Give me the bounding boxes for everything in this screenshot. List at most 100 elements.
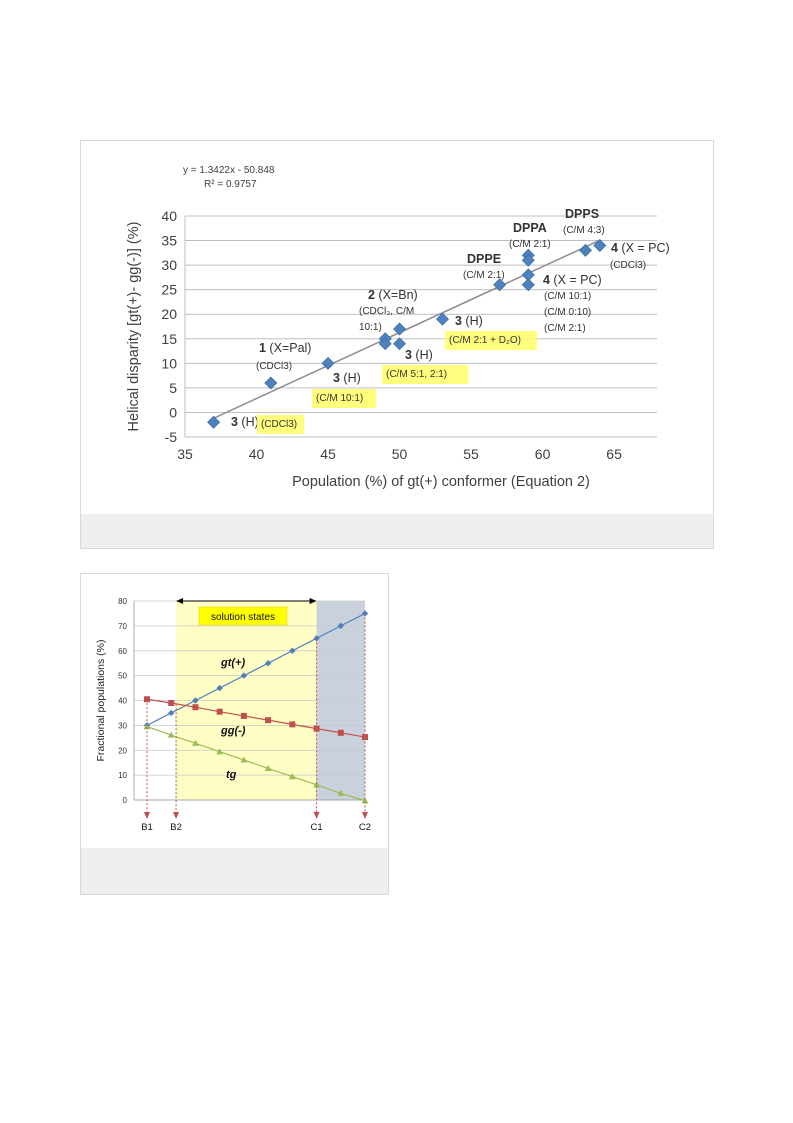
- y-tick-label: 30: [118, 721, 127, 730]
- y-tick-label: 25: [161, 282, 177, 298]
- annotation-text: (C/M 2:1): [509, 239, 551, 250]
- x-tick-label: 40: [249, 446, 265, 462]
- drop-arrow: [313, 812, 320, 819]
- marker-label: B2: [170, 822, 182, 833]
- point-annotation: 10:1): [359, 322, 382, 333]
- data-point: [240, 712, 247, 719]
- annotation-bold: DPPE: [467, 252, 501, 266]
- r-squared-label: R² = 0.9757: [204, 179, 257, 190]
- trendline: [213, 239, 601, 419]
- annotation-text: (CDCl3): [256, 361, 292, 372]
- marker-label: C1: [310, 822, 322, 833]
- x-tick-label: 65: [606, 446, 622, 462]
- data-point: [393, 322, 407, 336]
- data-point: [216, 684, 223, 692]
- point-annotation: 4 (X = PC): [611, 241, 670, 255]
- data-point: [435, 312, 449, 326]
- caption-area: [81, 848, 388, 894]
- annotation-text: (X = PC): [550, 273, 602, 287]
- data-point: [289, 647, 296, 654]
- series-label: tg: [226, 769, 237, 781]
- annotation-text: 10:1): [359, 322, 382, 333]
- point-annotation: (C/M 2:1 + D₂O): [449, 335, 521, 346]
- annotation-text: (C/M 4:3): [563, 225, 605, 236]
- equation-label: y = 1.3422x - 50.848: [183, 165, 275, 176]
- point-annotation: (C/M 0:10): [544, 307, 591, 318]
- data-point: [337, 729, 344, 736]
- point-annotation: (C/M 4:3): [563, 225, 605, 236]
- annotation-text: (C/M 2:1 + D₂O): [449, 335, 521, 346]
- data-point: [378, 337, 392, 351]
- drop-arrow: [362, 812, 368, 819]
- y-tick-label: 20: [118, 746, 127, 755]
- annotation-highlight: [445, 331, 537, 350]
- y-tick-label: 10: [161, 355, 177, 371]
- y-tick-label: 40: [161, 208, 177, 224]
- y-tick-label: 50: [118, 672, 127, 681]
- point-annotation: (C/M 2:1): [509, 239, 551, 250]
- drop-arrow: [144, 812, 150, 819]
- annotation-text: (C/M 2:1): [544, 323, 586, 334]
- point-annotation: DPPA: [513, 221, 547, 235]
- data-point: [192, 704, 199, 711]
- point-annotation: (C/M 2:1): [544, 323, 586, 334]
- point-annotation: 3 (H): [405, 348, 433, 362]
- y-tick-label: 30: [161, 257, 177, 273]
- annotation-text: (C/M 0:10): [544, 307, 591, 318]
- y-tick-label: -5: [165, 429, 178, 445]
- data-point: [216, 708, 223, 715]
- data-point: [521, 253, 535, 267]
- point-annotation: 3 (H): [231, 415, 259, 429]
- annotation-bold: DPPS: [565, 207, 599, 221]
- solution-states-label: solution states: [211, 612, 275, 623]
- y-tick-label: 35: [161, 233, 177, 249]
- data-point: [240, 756, 248, 763]
- point-annotation: (C/M 5:1, 2:1): [386, 369, 447, 380]
- annotation-bold: 2: [368, 288, 375, 302]
- annotation-text: (C/M 10:1): [316, 393, 363, 404]
- data-point: [361, 797, 369, 804]
- data-point: [265, 717, 272, 724]
- data-point: [264, 765, 272, 772]
- series-line: [146, 612, 366, 726]
- point-annotation: (C/M 2:1): [463, 270, 505, 281]
- data-point: [168, 709, 175, 717]
- annotation-text: (C/M 5:1, 2:1): [386, 369, 447, 380]
- y-tick-label: 60: [118, 647, 127, 656]
- data-point: [192, 739, 199, 746]
- point-annotation: DPPS: [565, 207, 599, 221]
- data-point: [144, 696, 150, 703]
- annotation-text: (CDCl3): [610, 260, 646, 271]
- annotation-text: (H): [462, 314, 483, 328]
- data-point: [321, 356, 335, 370]
- x-tick-label: 45: [320, 446, 336, 462]
- point-annotation: (C/M 10:1): [316, 393, 363, 404]
- series-label: gt(+): [220, 657, 245, 669]
- data-point: [393, 337, 407, 351]
- y-tick-label: 0: [169, 404, 177, 420]
- arrowhead-left: [176, 598, 184, 604]
- data-point: [313, 725, 320, 732]
- annotation-bold: 3: [231, 415, 238, 429]
- y-tick-label: 80: [118, 597, 127, 606]
- y-axis-title: Fractional populations (%): [95, 640, 107, 762]
- data-point: [168, 699, 175, 706]
- arrowhead-right: [309, 598, 317, 604]
- data-point: [264, 659, 272, 667]
- point-annotation: (CDCl₃, C/M: [359, 306, 414, 317]
- data-point: [143, 723, 151, 730]
- point-annotation: DPPE: [467, 252, 501, 266]
- caption-area: [81, 514, 713, 548]
- annotation-text: (X=Pal): [266, 341, 312, 355]
- point-annotation: (CDCl3): [256, 361, 292, 372]
- series-line: [146, 726, 366, 802]
- point-annotation: (CDCl3): [261, 419, 297, 430]
- point-annotation: 3 (H): [455, 314, 483, 328]
- annotation-text: (C/M 2:1): [463, 270, 505, 281]
- data-point: [313, 781, 320, 788]
- data-point: [192, 697, 199, 704]
- data-point: [240, 672, 248, 679]
- data-point: [493, 278, 507, 292]
- chart-panel-1: y = 1.3422x - 50.848 R² = 0.9757 -5 0 5 10 15 2…: [80, 140, 714, 549]
- y-tick-label: 70: [118, 622, 127, 631]
